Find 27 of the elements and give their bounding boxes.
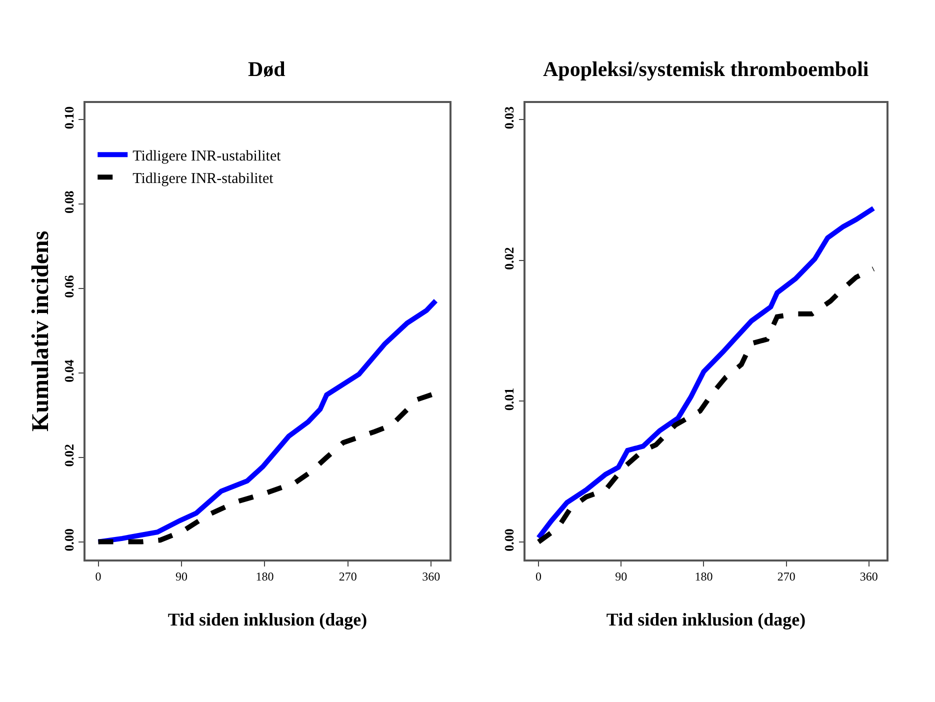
x-tick-label: 0 (536, 570, 542, 584)
x-tick-label: 0 (95, 570, 102, 584)
y-tick-label: 0.10 (61, 106, 76, 130)
y-tick-label: 0.02 (502, 247, 517, 270)
y-axis-title: Kumulativ incidens (28, 230, 54, 432)
y-tick-label: 0.08 (61, 190, 76, 214)
x-tick-label: 270 (777, 570, 796, 584)
x-tick-label: 90 (175, 570, 188, 584)
y-tick-label: 0.01 (502, 388, 517, 411)
x-tick-label: 180 (694, 570, 713, 584)
x-axis-title: Tid siden inklusion (dage) (606, 609, 806, 630)
legend-label: Tidligere INR-stabilitet (132, 170, 274, 187)
y-tick-label: 0.00 (502, 528, 517, 552)
y-tick-label: 0.03 (502, 106, 517, 130)
chart-title: Apopleksi/systemisk thromboemboli (543, 57, 869, 81)
y-tick-label: 0.06 (61, 274, 76, 298)
x-tick-label: 270 (338, 570, 357, 584)
y-tick-label: 0.02 (61, 444, 76, 467)
legend-label: Tidligere INR-ustabilitet (132, 148, 282, 164)
y-tick-label: 0.00 (61, 528, 76, 552)
x-tick-label: 360 (860, 570, 878, 584)
x-tick-label: 90 (615, 570, 628, 584)
x-tick-label: 180 (256, 570, 274, 584)
x-tick-label: 360 (422, 570, 440, 584)
y-tick-label: 0.04 (61, 359, 76, 382)
x-axis-title: Tid siden inklusion (dage) (168, 609, 368, 630)
chart-title: Død (248, 57, 286, 81)
